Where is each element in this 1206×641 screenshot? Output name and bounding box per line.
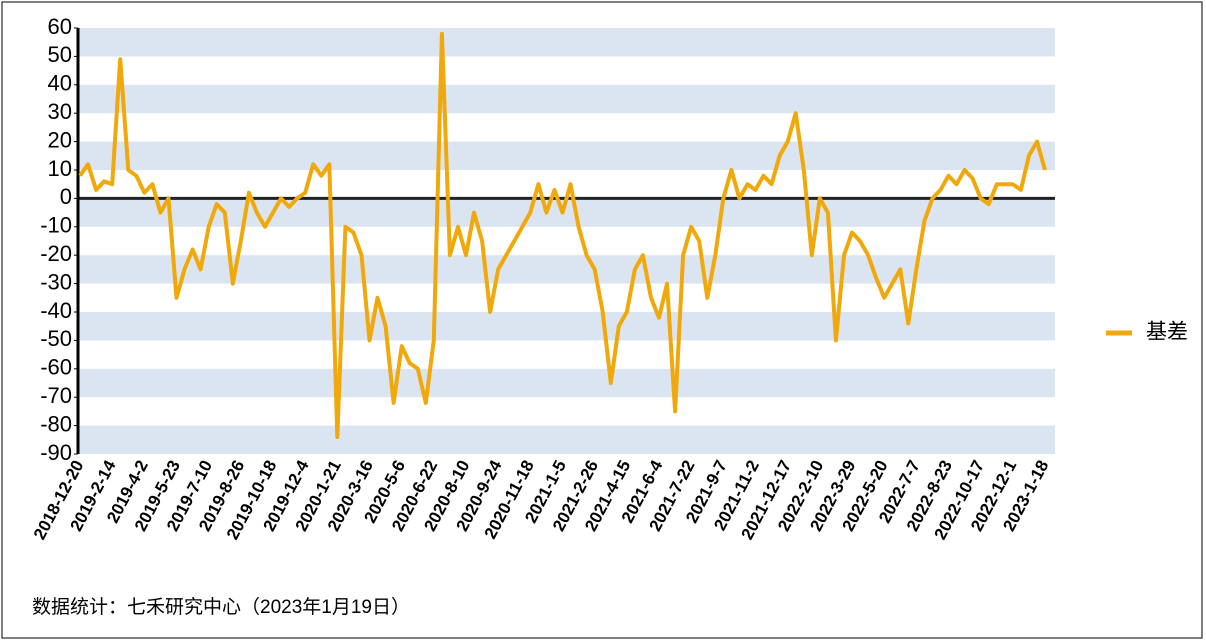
y-tick-label: 40 bbox=[48, 71, 72, 96]
y-tick-label: -30 bbox=[40, 269, 72, 294]
y-tick-label: 20 bbox=[48, 127, 72, 152]
y-tick-label: -10 bbox=[40, 213, 72, 238]
y-tick-label: -20 bbox=[40, 241, 72, 266]
grid-band bbox=[78, 255, 1055, 284]
y-tick-label: 0 bbox=[60, 184, 72, 209]
y-tick-label: 50 bbox=[48, 42, 72, 67]
y-tick-label: -90 bbox=[40, 440, 72, 465]
grid-band bbox=[78, 425, 1055, 454]
grid-band bbox=[78, 368, 1055, 398]
legend-label: 基差 bbox=[1146, 321, 1188, 344]
grid-band bbox=[78, 312, 1055, 341]
grid-band bbox=[78, 84, 1055, 114]
y-tick-label: 60 bbox=[48, 14, 72, 39]
grid-band bbox=[78, 141, 1055, 170]
y-tick-label: -70 bbox=[40, 383, 72, 408]
y-tick-label: -50 bbox=[40, 326, 72, 351]
source-note: 数据统计：七禾研究中心（2023年1月19日） bbox=[32, 596, 410, 618]
y-tick-label: 10 bbox=[48, 156, 72, 181]
y-tick-label: -40 bbox=[40, 298, 72, 323]
data-line bbox=[78, 31, 1047, 439]
y-tick-label: 30 bbox=[48, 99, 72, 124]
y-tick-label: -80 bbox=[40, 411, 72, 436]
y-tick-label: -60 bbox=[40, 355, 72, 380]
grid-band bbox=[78, 28, 1055, 57]
